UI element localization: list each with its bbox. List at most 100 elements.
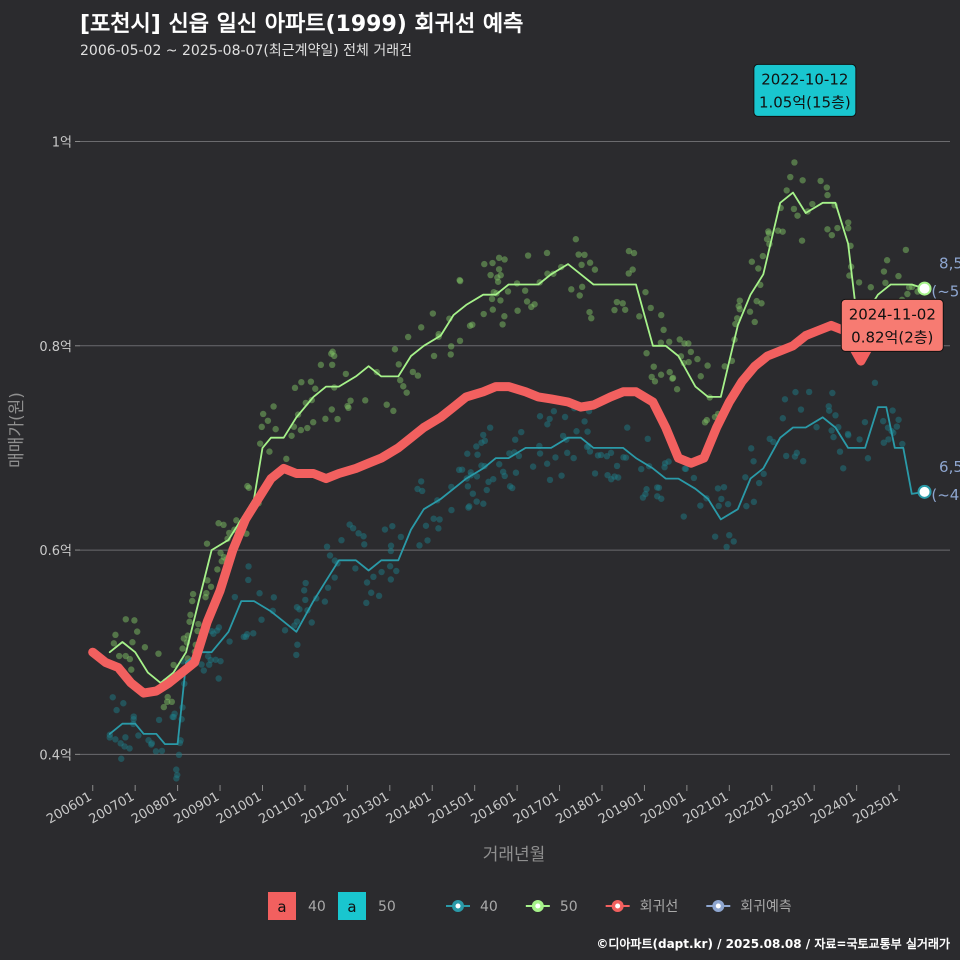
x-tick-label: 200701	[87, 789, 137, 827]
scatter-point	[135, 732, 142, 739]
scatter-point	[694, 355, 701, 363]
scatter-point	[883, 257, 891, 264]
y-axis-title: 매매가(원)	[7, 392, 27, 468]
legend-line-label: 회귀예측	[740, 899, 792, 915]
scatter-point	[474, 451, 481, 458]
scatter-point	[730, 538, 737, 545]
scatter-point	[794, 212, 801, 219]
legend-line-marker-center	[715, 903, 721, 909]
scatter-point	[685, 340, 692, 347]
scatter-point	[323, 543, 331, 550]
scatter-point	[836, 448, 844, 455]
x-tick-label: 201101	[256, 789, 306, 827]
scatter-point	[625, 270, 632, 277]
scatter-point	[760, 470, 767, 478]
scatter-point	[244, 482, 251, 490]
scatter-point	[644, 435, 651, 443]
scatter-point	[294, 641, 301, 648]
scatter-point	[416, 542, 423, 549]
scatter-point	[559, 432, 567, 440]
scatter-point	[830, 433, 837, 441]
scatter-point	[160, 703, 168, 711]
scatter-point	[638, 465, 645, 473]
series-line-40	[108, 406, 926, 745]
x-tick-label: 201701	[511, 789, 561, 827]
scatter-point	[112, 631, 119, 639]
x-tick-label: 201601	[469, 789, 519, 827]
legend-fill-label: 40	[308, 899, 326, 915]
scatter-point	[245, 576, 252, 584]
scatter-point	[266, 448, 273, 455]
scatter-point	[497, 272, 504, 279]
scatter-point	[328, 361, 336, 369]
scatter-point	[122, 652, 129, 660]
scatter-point	[456, 337, 464, 345]
scatter-point	[586, 259, 594, 266]
scatter-point	[368, 589, 375, 596]
scatter-point	[755, 479, 763, 487]
scatter-point	[455, 466, 463, 474]
scatter-point	[718, 495, 725, 503]
scatter-point	[272, 425, 279, 433]
scatter-point	[758, 300, 765, 307]
legend-line-label: 50	[560, 899, 578, 915]
scatter-point	[387, 576, 395, 583]
scatter-point	[536, 413, 544, 420]
scatter-point	[501, 313, 508, 320]
scatter-point	[233, 517, 240, 524]
x-axis-title: 거래년월	[483, 845, 546, 865]
scatter-point	[120, 700, 127, 707]
scatter-point	[783, 187, 790, 194]
scatter-point	[690, 474, 698, 482]
scatter-point	[824, 226, 831, 233]
scatter-point	[685, 358, 692, 366]
scatter-point	[456, 276, 463, 284]
scatter-point	[889, 407, 896, 414]
scatter-point	[825, 407, 833, 414]
scatter-point	[714, 485, 722, 492]
scatter-point	[558, 472, 565, 479]
scatter-point	[904, 290, 911, 298]
scatter-point	[506, 483, 514, 490]
scatter-point	[856, 436, 863, 443]
y-tick-label: 0.6억	[39, 544, 72, 559]
x-tick-label: 201301	[341, 789, 391, 827]
scatter-point	[409, 368, 417, 376]
scatter-point	[270, 594, 278, 601]
x-tick-label: 202001	[638, 789, 688, 827]
scatter-point	[204, 577, 211, 584]
legend-line-label: 회귀선	[640, 899, 679, 915]
scatter-point	[552, 454, 559, 461]
scatter-point	[389, 522, 396, 530]
scatter-point	[180, 635, 188, 642]
scatter-point	[387, 547, 395, 555]
scatter-point	[629, 266, 636, 273]
legend-fill-key	[268, 892, 296, 920]
callout-value: 1.05억(15층)	[759, 93, 851, 111]
scatter-point	[511, 436, 519, 443]
scatter-point	[304, 424, 311, 432]
scatter-point	[781, 396, 789, 403]
scatter-point	[214, 566, 221, 573]
scatter-point	[578, 261, 585, 269]
scatter-point	[844, 430, 852, 438]
end-label-value: 6,575	[939, 458, 960, 476]
scatter-point	[630, 249, 638, 257]
scatter-point	[110, 640, 118, 647]
scatter-point	[624, 424, 631, 431]
scatter-point	[651, 378, 659, 385]
scatter-point	[296, 606, 303, 613]
x-tick-label: 202301	[766, 789, 816, 827]
scatter-point	[256, 440, 264, 447]
scatter-point	[750, 458, 757, 465]
scatter-point	[378, 568, 385, 576]
scatter-point	[203, 540, 211, 547]
legend-fill-glyph: a	[277, 898, 286, 916]
scatter-point	[489, 259, 496, 267]
scatter-point	[611, 306, 618, 314]
scatter-point	[473, 473, 481, 480]
scatter-point	[697, 502, 704, 509]
scatter-point	[473, 443, 480, 450]
scatter-point	[466, 322, 474, 329]
